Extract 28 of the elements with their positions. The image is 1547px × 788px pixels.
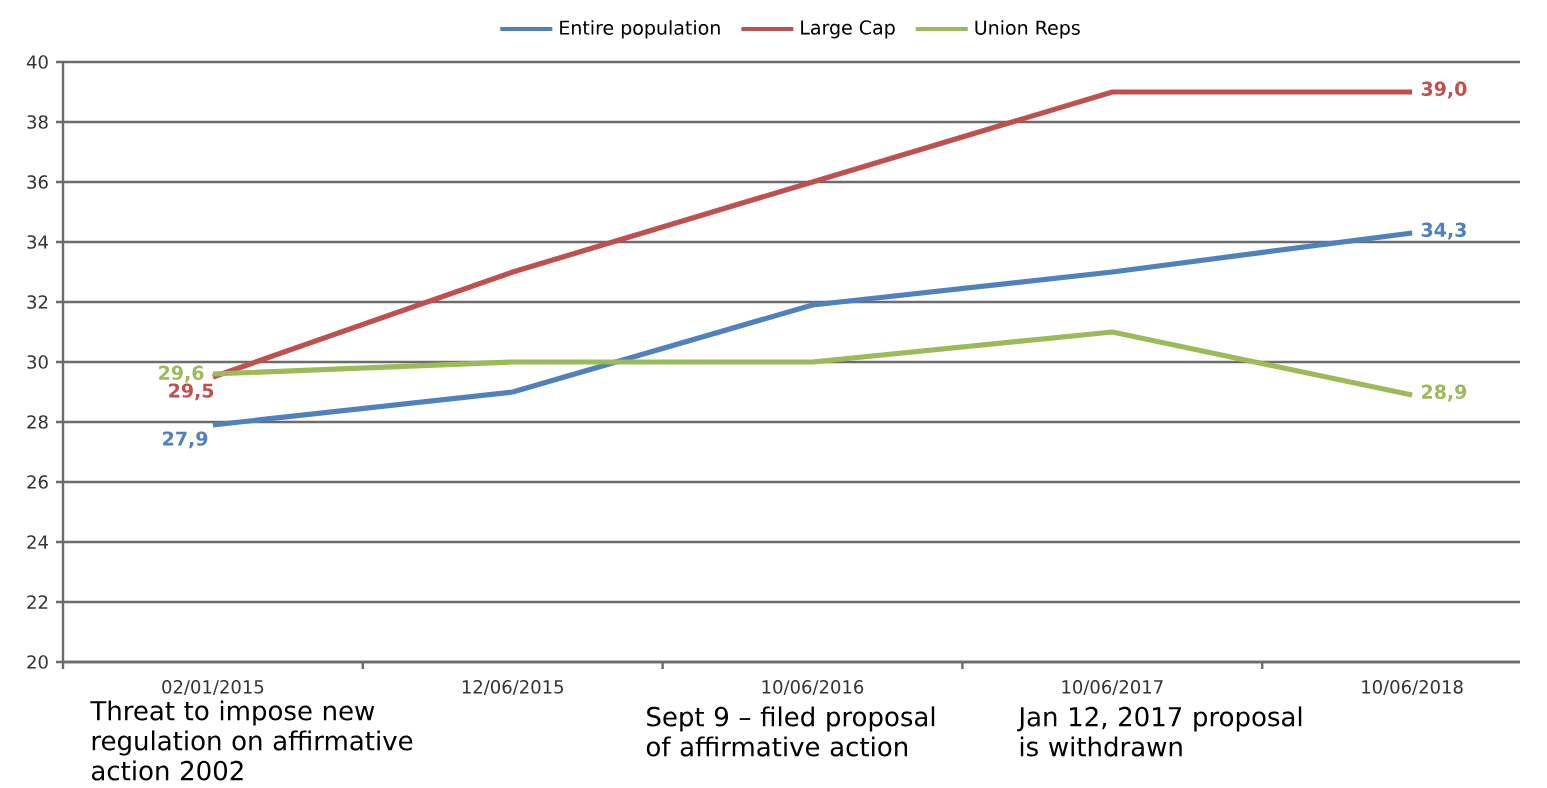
- y-tick-label: 28: [27, 415, 48, 429]
- y-tick-label: 36: [27, 175, 48, 189]
- text: Jan 12, 2017 proposal is withdrawn: [1017, 706, 1302, 757]
- text: Sept 9 – filed proposal of affirmative action: [646, 706, 935, 757]
- x-tick-label: 10/06/2016: [762, 680, 864, 696]
- y-tick-label: 40: [26, 55, 48, 69]
- text: Threat to impose new regulation on affirmative action 2002: [90, 700, 413, 781]
- x-tick-label: 12/06/2015: [462, 680, 563, 696]
- y-tick-label: 32: [27, 295, 48, 309]
- y-tick-label: 26: [27, 475, 48, 489]
- y-tick-label: 38: [27, 115, 48, 129]
- data-label: 28,9: [1422, 384, 1467, 402]
- x-tick-label: 10/06/2017: [1062, 680, 1163, 696]
- y-tick-label: 20: [27, 655, 48, 669]
- legend-label: Union Reps: [975, 20, 1080, 39]
- y-tick-label: 22: [27, 595, 48, 609]
- data-label: 29,5: [169, 383, 214, 401]
- y-tick-label: 30: [27, 355, 48, 369]
- data-label: 29,6: [159, 365, 204, 383]
- x-tick-label: 02/01/2015: [162, 680, 264, 696]
- legend-label: Large Cap: [801, 20, 895, 39]
- data-label: 27,9: [163, 431, 208, 449]
- data-label: 39,0: [1421, 81, 1467, 99]
- y-tick-label: 24: [27, 535, 48, 549]
- legend-label: Entire population: [560, 20, 720, 39]
- y-tick-label: 34: [27, 235, 48, 249]
- data-label: 34,3: [1421, 222, 1466, 240]
- x-tick-label: 10/06/2018: [1362, 680, 1463, 696]
